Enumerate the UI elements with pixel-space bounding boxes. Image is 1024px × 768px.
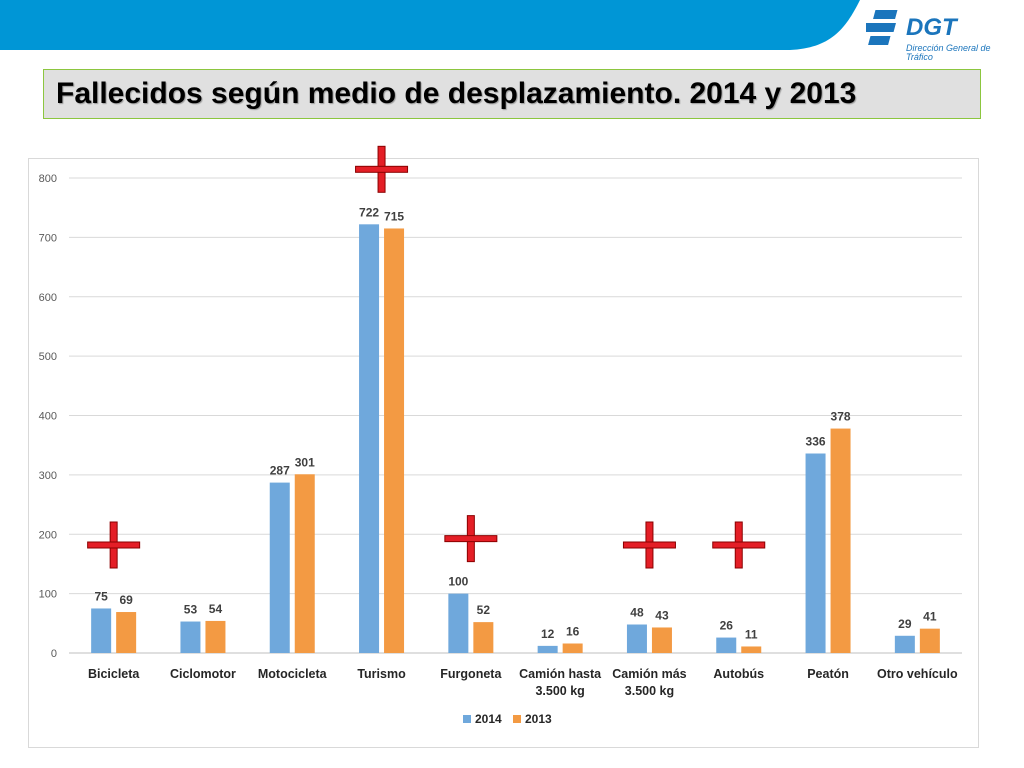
- x-tick-label: Turismo: [357, 667, 406, 681]
- data-label: 378: [831, 410, 851, 424]
- data-label: 722: [359, 205, 379, 219]
- data-label: 48: [630, 606, 644, 620]
- y-tick-label: 200: [39, 529, 57, 541]
- x-tick-label: Furgoneta: [440, 667, 502, 681]
- legend-swatch-2014: [463, 715, 471, 723]
- bar-2013: [919, 628, 940, 653]
- dgt-logo-icon: [866, 10, 898, 45]
- bar-2013: [651, 627, 672, 653]
- cross-marker-horizontal: [87, 541, 141, 549]
- data-label: 43: [655, 608, 669, 622]
- data-label: 287: [270, 464, 290, 478]
- x-tick-label: Bicicleta: [88, 667, 140, 681]
- bar-2014: [180, 621, 201, 653]
- bar-2013: [830, 428, 851, 653]
- bar-2014: [805, 453, 826, 653]
- data-label: 11: [745, 627, 758, 641]
- dgt-logo-subtitle: Dirección General de Tráfico: [906, 43, 991, 62]
- chart-frame: [28, 158, 979, 748]
- bar-2013: [294, 474, 315, 653]
- data-label: 41: [923, 610, 937, 624]
- x-tick-label: Ciclomotor: [170, 667, 236, 681]
- y-tick-label: 100: [39, 589, 57, 601]
- x-tick-label: 3.500 kg: [535, 684, 584, 698]
- bar-2013: [741, 646, 762, 653]
- bar-2014: [359, 224, 380, 653]
- y-tick-label: 700: [39, 232, 57, 244]
- x-tick-label: Motocicleta: [258, 667, 328, 681]
- y-tick-label: 600: [39, 292, 57, 304]
- data-label: 336: [806, 435, 826, 449]
- legend-swatch-2013: [513, 715, 521, 723]
- data-label: 12: [541, 627, 555, 641]
- data-label: 54: [209, 602, 223, 616]
- data-label: 16: [566, 625, 580, 639]
- bar-2014: [716, 637, 737, 653]
- data-label: 715: [384, 209, 404, 223]
- bar-2013: [205, 620, 226, 653]
- y-tick-label: 400: [39, 411, 57, 423]
- dgt-logo: DGT Dirección General de Tráfico: [866, 4, 996, 62]
- bar-2014: [91, 608, 112, 653]
- header-band: [0, 0, 860, 50]
- bar-2013: [562, 643, 583, 653]
- bar-2014: [269, 482, 290, 653]
- bar-2014: [537, 645, 558, 653]
- y-tick-label: 800: [39, 173, 57, 185]
- y-tick-label: 500: [39, 351, 57, 363]
- page-title: Fallecidos según medio de desplazamiento…: [56, 77, 857, 110]
- y-tick-label: 0: [51, 648, 57, 660]
- legend-label: 2013: [525, 712, 552, 726]
- bar-2014: [894, 635, 915, 653]
- dgt-logo-text: DGT: [906, 14, 957, 41]
- x-tick-label: 3.500 kg: [625, 684, 674, 698]
- bar-2013: [473, 622, 494, 653]
- bar-2013: [116, 612, 137, 653]
- data-label: 100: [448, 575, 468, 589]
- data-label: 69: [119, 593, 133, 607]
- cross-marker-horizontal: [355, 165, 409, 173]
- legend-label: 2014: [475, 712, 502, 726]
- x-tick-label: Otro vehículo: [877, 667, 958, 681]
- data-label: 301: [295, 455, 315, 469]
- x-tick-label: Camión hasta: [519, 667, 602, 681]
- x-tick-label: Camión más: [612, 667, 686, 681]
- cross-marker-horizontal: [444, 535, 498, 543]
- title-banner: Fallecidos según medio de desplazamiento…: [43, 69, 981, 119]
- header-band-shape: [0, 0, 860, 50]
- data-label: 53: [184, 603, 198, 617]
- data-label: 75: [94, 589, 108, 603]
- y-tick-label: 300: [39, 470, 57, 482]
- x-tick-label: Peatón: [807, 667, 849, 681]
- data-label: 52: [477, 603, 491, 617]
- bar-2014: [448, 593, 469, 653]
- bar-2014: [626, 624, 647, 653]
- cross-marker-horizontal: [712, 541, 766, 549]
- data-label: 29: [898, 617, 912, 631]
- data-label: 26: [720, 619, 734, 633]
- x-tick-label: Autobús: [713, 667, 764, 681]
- cross-marker-horizontal: [622, 541, 676, 549]
- bar-2013: [384, 228, 405, 653]
